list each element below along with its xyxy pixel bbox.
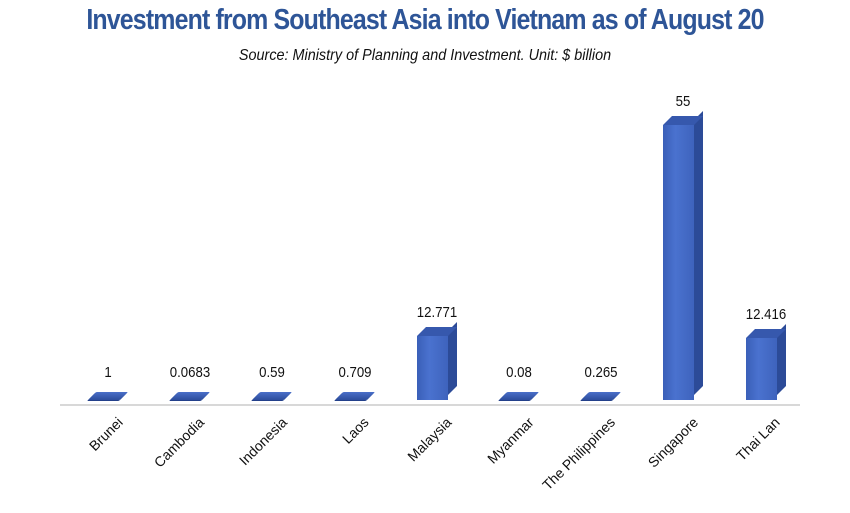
bar-singapore (663, 111, 704, 400)
data-label: 1 (104, 364, 112, 381)
bar-thai-lan (745, 323, 786, 400)
chart-subtitle: Source: Ministry of Planning and Investm… (238, 47, 612, 64)
chart-title: Investment from Southeast Asia into Viet… (86, 4, 764, 36)
x-tick-label: Indonesia (235, 414, 290, 469)
data-label: 0.265 (584, 364, 618, 381)
x-tick-label: Brunei (85, 414, 126, 454)
bar-front-face (663, 125, 695, 400)
data-label: 12.416 (745, 305, 786, 323)
data-label: 12.771 (416, 304, 457, 322)
data-label: 0.59 (259, 364, 286, 381)
x-tick-label: Singapore (644, 414, 701, 471)
bar-cambodia (170, 392, 211, 400)
data-label: 0.709 (338, 364, 372, 381)
bar-side-face (694, 111, 704, 395)
data-label: 0.0683 (169, 364, 211, 381)
data-label: 55 (676, 93, 691, 110)
bar-front-face (745, 337, 777, 400)
x-tick-label: Thai Lan (733, 414, 783, 464)
x-tick-label: Myanmar (483, 414, 537, 467)
bar-brunei (88, 392, 128, 400)
x-tick-label: Laos (339, 414, 372, 447)
bar-indonesia (252, 392, 293, 400)
x-tick-label: Cambodia (151, 414, 208, 471)
bar-the-philippines (581, 392, 622, 400)
bar-laos (334, 392, 375, 400)
x-axis-line (60, 404, 800, 406)
x-tick-label: The Philippines (539, 414, 619, 494)
bar-myanmar (499, 392, 539, 400)
bar-malaysia (416, 322, 457, 400)
x-tick-label: Malaysia (403, 414, 455, 465)
data-label: 0.08 (506, 364, 532, 381)
bar-front-face (416, 336, 448, 400)
